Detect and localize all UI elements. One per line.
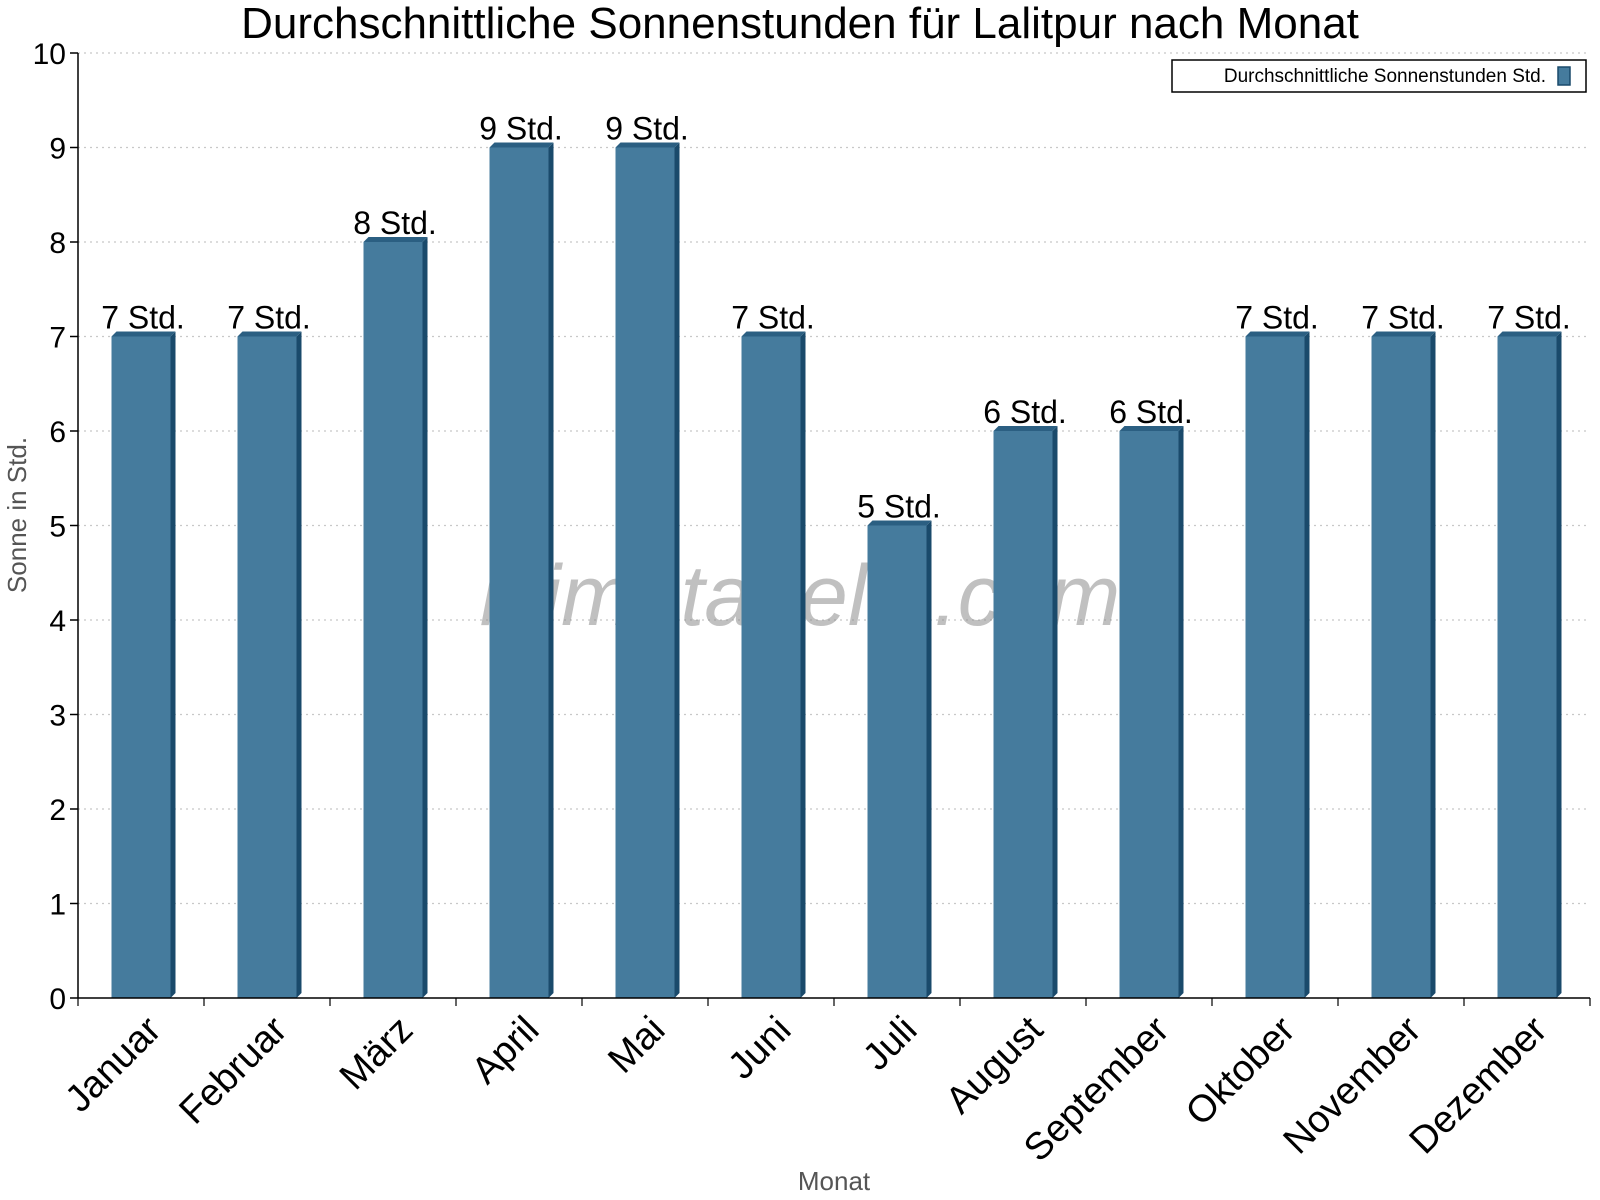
bars — [111, 142, 1562, 998]
bar-face — [237, 336, 297, 998]
x-tick-label: Januar — [57, 1008, 169, 1120]
bar-side — [1052, 426, 1058, 998]
bar-top — [867, 520, 932, 526]
bar — [993, 426, 1058, 998]
bar-side — [1556, 331, 1562, 998]
bar-top — [237, 331, 302, 337]
bar-side — [1430, 331, 1436, 998]
y-tick-label: 2 — [49, 794, 66, 827]
value-label: 8 Std. — [353, 205, 437, 241]
bar — [867, 520, 932, 998]
legend-box — [1171, 59, 1587, 93]
y-axis-label: Sonne in Std. — [2, 437, 32, 593]
bar-side — [926, 520, 932, 998]
bar-side — [170, 331, 176, 998]
x-tick-label: Mai — [600, 1009, 673, 1082]
y-tick-label: 4 — [49, 605, 66, 638]
axes — [70, 52, 1591, 1006]
y-tick-label: 6 — [49, 416, 66, 449]
value-label: 7 Std. — [1361, 300, 1445, 336]
x-tick-labels: Januar Februar März April Mai Juni Juli AugustS… — [57, 1008, 1555, 1169]
bar-face — [489, 147, 549, 998]
value-label: 5 Std. — [857, 489, 941, 525]
bar-face — [993, 431, 1053, 998]
bar — [237, 331, 302, 998]
chart-title: Durchschnittliche Sonnenstunden für Lali… — [241, 0, 1359, 48]
x-tick-label: August — [938, 1008, 1052, 1122]
x-tick-label: Oktober — [1178, 1008, 1304, 1134]
bar-side — [800, 331, 806, 998]
y-tick-label: 3 — [49, 700, 66, 733]
legend-swatch — [1557, 66, 1571, 86]
y-tick-label: 0 — [49, 983, 66, 1016]
y-tick-label: 7 — [49, 322, 66, 355]
bar-side — [548, 142, 554, 998]
bar-face — [1497, 336, 1557, 998]
x-tick-label: Juni — [720, 1009, 799, 1088]
bar-face — [1245, 336, 1305, 998]
value-label: 9 Std. — [605, 111, 689, 147]
y-tick-label: 5 — [49, 511, 66, 544]
bar — [489, 142, 554, 998]
bar — [363, 237, 428, 998]
legend: Durchschnittliche Sonnenstunden Std. — [1171, 59, 1587, 93]
bar-top — [1245, 331, 1310, 337]
value-labels: 7 Std. 7 Std. 8 Std. 9 Std. 9 Std. 7 Std. 5 St… — [101, 111, 1571, 525]
grid-lines — [78, 52, 1590, 905]
bar-top — [993, 426, 1058, 431]
value-label: 6 Std. — [983, 394, 1067, 430]
legend-label: Durchschnittliche Sonnenstunden Std. — [1224, 66, 1546, 87]
bar-top — [1119, 426, 1184, 431]
bar-face — [1371, 336, 1431, 998]
bar — [1371, 331, 1436, 998]
y-tick-label: 10 — [33, 38, 66, 71]
bar-face — [363, 242, 423, 998]
bar — [1119, 426, 1184, 998]
value-label: 7 Std. — [101, 300, 185, 336]
bar-face — [1119, 431, 1179, 998]
x-tick-label: Juli — [855, 1009, 925, 1079]
value-label: 7 Std. — [731, 300, 815, 336]
x-tick-label: März — [332, 1009, 421, 1098]
bar-top — [111, 331, 176, 337]
bar-face — [111, 336, 171, 998]
bar-top — [363, 237, 428, 242]
bar-face — [867, 525, 927, 998]
bar — [111, 331, 176, 998]
bar-side — [296, 331, 302, 998]
bar — [1497, 331, 1562, 998]
bar-top — [615, 142, 680, 148]
value-label: 7 Std. — [227, 300, 311, 336]
x-axis-label: Monat — [798, 1166, 871, 1196]
bar-top — [1497, 331, 1562, 337]
bar-face — [741, 336, 801, 998]
value-label: 6 Std. — [1109, 394, 1193, 430]
value-label: 9 Std. — [479, 111, 563, 147]
bar-side — [674, 142, 680, 998]
x-tick-label: Februar — [172, 1008, 296, 1132]
y-tick-label: 1 — [49, 889, 66, 922]
x-tick-label: April — [464, 1009, 547, 1092]
bar-top — [1371, 331, 1436, 337]
bar-top — [489, 142, 554, 148]
bar — [615, 142, 680, 998]
y-tick-labels: 0 1 2 3 4 5 6 7 8 9 10 — [33, 38, 66, 1016]
bar-side — [1304, 331, 1310, 998]
y-tick-label: 8 — [49, 227, 66, 260]
y-tick-label: 9 — [49, 133, 66, 166]
x-tick-label: Dezember — [1402, 1008, 1556, 1162]
bar-face — [615, 147, 675, 998]
value-label: 7 Std. — [1235, 300, 1319, 336]
bar — [741, 331, 806, 998]
value-label: 7 Std. — [1487, 300, 1571, 336]
bar-side — [1178, 426, 1184, 998]
bar-side — [422, 237, 428, 998]
x-tick-label: November — [1276, 1008, 1430, 1162]
bar-top — [741, 331, 806, 337]
bar — [1245, 331, 1310, 998]
